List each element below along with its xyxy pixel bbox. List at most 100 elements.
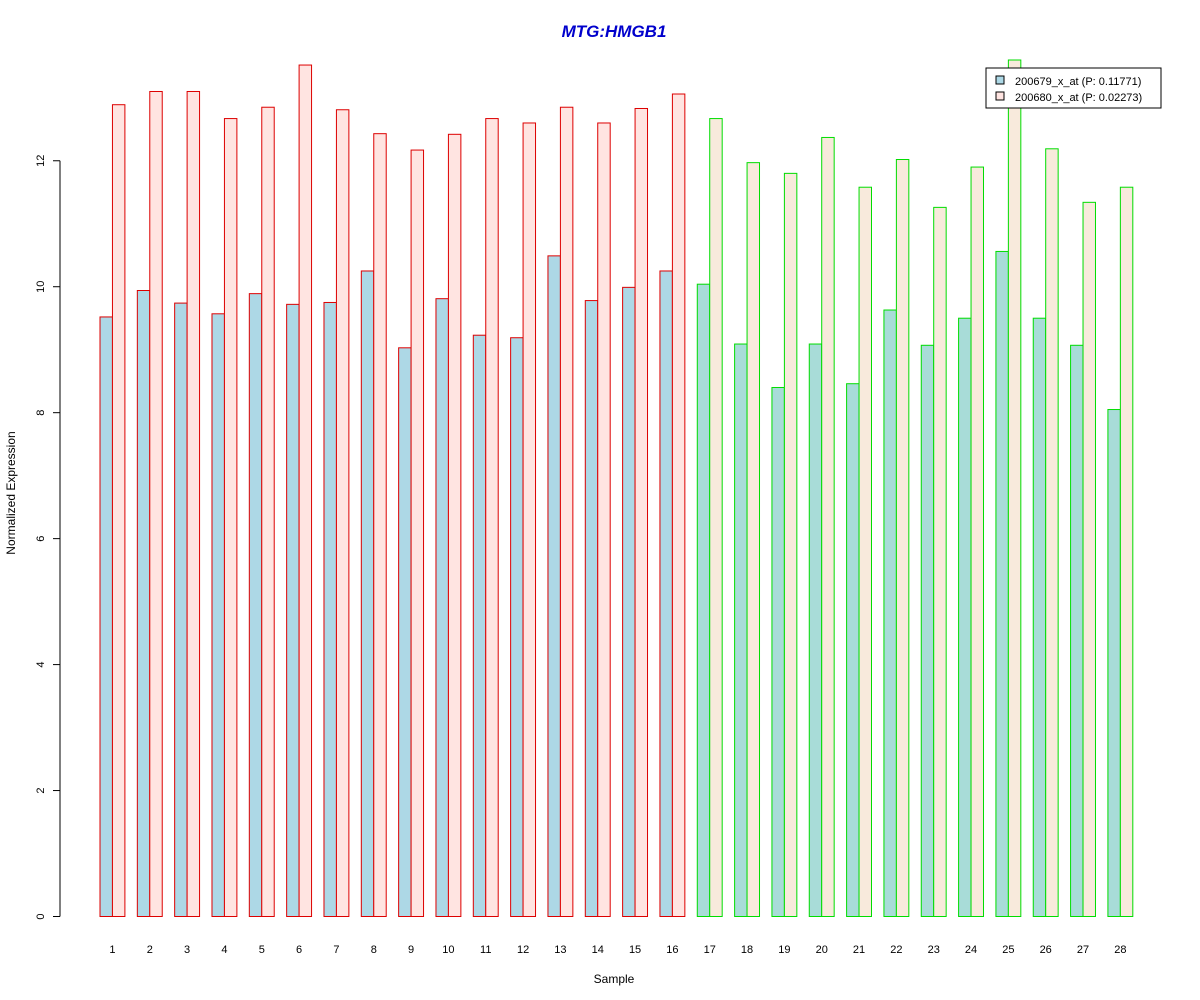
bar-series-1-sample-24 xyxy=(958,317,972,917)
bar-series-1-sample-14 xyxy=(584,300,599,917)
y-tick-label: 6 xyxy=(35,536,47,542)
bar-series-2-sample-19 xyxy=(783,172,798,918)
y-axis: 0 2 4 6 8 10 12 xyxy=(35,155,61,920)
bar-series-1-sample-2 xyxy=(136,290,151,917)
bar-series-1-sample-13 xyxy=(547,255,561,918)
bar-series-2-sample-1 xyxy=(111,104,126,917)
y-tick-label: 12 xyxy=(35,155,47,167)
x-tick-label: 4 xyxy=(221,944,227,956)
bar-series-2-sample-11 xyxy=(485,118,499,917)
bar-series-2-sample-10 xyxy=(447,133,462,917)
bar-series-1-sample-21 xyxy=(846,383,860,917)
bar-series-2-sample-28 xyxy=(1119,186,1134,918)
x-tick-label: 11 xyxy=(480,944,491,956)
bar-series-2-sample-15 xyxy=(634,107,649,918)
bar-series-2-sample-25 xyxy=(1007,59,1022,917)
x-tick-label: 27 xyxy=(1077,944,1089,956)
bar-series-1-sample-10 xyxy=(435,298,449,917)
x-tick-label: 18 xyxy=(741,944,753,956)
x-tick-label: 8 xyxy=(371,944,377,956)
x-tick-label: 3 xyxy=(184,944,190,956)
y-tick-label: 10 xyxy=(35,281,47,293)
bar-series-1-sample-6 xyxy=(286,303,300,918)
x-tick-label: 9 xyxy=(408,944,414,956)
bar-series-1-sample-16 xyxy=(659,270,673,918)
x-tick-label: 23 xyxy=(928,944,940,956)
bar-series-1-sample-17 xyxy=(696,283,711,917)
bar-series-2-sample-27 xyxy=(1082,201,1096,917)
x-tick-label: 24 xyxy=(965,944,977,956)
bar-series-1-sample-9 xyxy=(398,347,412,917)
x-tick-label: 22 xyxy=(890,944,902,956)
chart-title: MTG:HMGB1 xyxy=(562,22,667,41)
bar-series-2-sample-5 xyxy=(261,106,275,918)
bar-series-1-sample-5 xyxy=(248,293,263,917)
x-tick-label: 17 xyxy=(704,944,716,956)
bar-series-1-sample-18 xyxy=(734,343,748,917)
bar-series-1-sample-28 xyxy=(1107,409,1121,917)
bar-series-1-sample-11 xyxy=(472,334,487,917)
legend: 200679_x_at (P: 0.11771) 200680_x_at (P:… xyxy=(985,67,1162,109)
bar-series-1-sample-22 xyxy=(883,309,897,917)
bar-series-2-sample-21 xyxy=(858,186,872,918)
x-tick-label: 13 xyxy=(554,944,566,956)
bar-series-2-sample-18 xyxy=(746,162,761,917)
bar-series-2-sample-4 xyxy=(223,118,238,917)
bar-series-1-sample-8 xyxy=(360,270,375,918)
bar-series-1-sample-19 xyxy=(771,386,785,917)
y-tick-label: 4 xyxy=(35,662,47,668)
x-tick-label: 6 xyxy=(296,944,302,956)
x-tick-label: 19 xyxy=(778,944,790,956)
bar-series-1-sample-1 xyxy=(99,316,113,917)
bar-series-1-sample-3 xyxy=(174,302,188,917)
x-tick-labels: 1 2 3 4 5 6 7 8 9 10 11 12 13 14 15 16 17 18 19 20 21 22 23 24 2… xyxy=(109,944,1126,956)
x-tick-label: 10 xyxy=(442,944,454,956)
bar-series-2-sample-7 xyxy=(335,109,350,917)
x-tick-label: 14 xyxy=(592,944,604,956)
bar-series-1-sample-26 xyxy=(1032,317,1047,917)
legend-swatch-series-2 xyxy=(995,91,1005,101)
x-tick-label: 1 xyxy=(109,944,115,956)
bar-series-2-sample-23 xyxy=(933,206,947,917)
bar-series-2-sample-20 xyxy=(821,136,835,917)
bar-series-2-sample-16 xyxy=(671,93,686,917)
bar-series-2-sample-8 xyxy=(373,133,387,917)
bar-series-2-sample-22 xyxy=(895,159,910,917)
legend-box xyxy=(985,67,1162,109)
legend-label-series-1: 200679_x_at (P: 0.11771) xyxy=(1015,76,1141,88)
x-axis-label: Sample xyxy=(594,972,635,986)
x-tick-label: 20 xyxy=(816,944,828,956)
bar-series-2-sample-6 xyxy=(298,64,313,918)
x-tick-label: 7 xyxy=(333,944,339,956)
x-tick-label: 21 xyxy=(853,944,865,956)
bar-series-1-sample-25 xyxy=(995,250,1009,917)
bar-series-2-sample-2 xyxy=(149,90,163,918)
bar-series-2-sample-9 xyxy=(410,149,425,917)
bar-series-2-sample-24 xyxy=(970,166,984,917)
x-tick-label: 25 xyxy=(1002,944,1014,956)
y-axis-label: Normalized Expression xyxy=(4,431,18,554)
bar-series-2-sample-12 xyxy=(522,122,537,918)
bar-series-2-sample-26 xyxy=(1045,148,1059,918)
y-tick-label: 0 xyxy=(35,913,47,919)
y-tick-label: 2 xyxy=(35,787,47,793)
y-tick-label: 8 xyxy=(35,410,47,416)
bar-series-1-sample-23 xyxy=(920,344,935,918)
bar-series-1-sample-4 xyxy=(211,313,225,917)
bars-layer xyxy=(99,59,1134,918)
bar-series-1-sample-15 xyxy=(622,286,636,918)
x-tick-label: 2 xyxy=(147,944,153,956)
x-tick-label: 5 xyxy=(259,944,265,956)
x-tick-label: 26 xyxy=(1040,944,1052,956)
bar-series-1-sample-27 xyxy=(1070,344,1084,918)
bar-series-1-sample-7 xyxy=(323,301,337,918)
bar-series-1-sample-12 xyxy=(510,337,524,918)
x-tick-label: 28 xyxy=(1114,944,1126,956)
x-tick-label: 15 xyxy=(629,944,641,956)
x-tick-label: 16 xyxy=(666,944,678,956)
x-tick-label: 12 xyxy=(517,944,529,956)
legend-swatch-series-1 xyxy=(995,75,1005,85)
legend-label-series-2: 200680_x_at (P: 0.02273) xyxy=(1015,92,1142,104)
